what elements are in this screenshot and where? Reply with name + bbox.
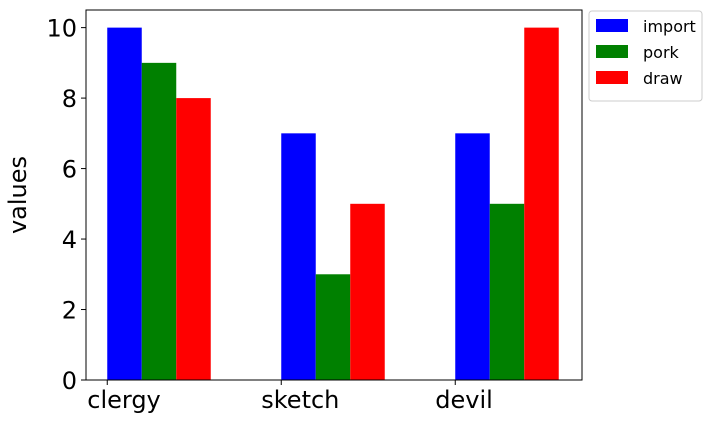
- x-tick-label-clergy: clergy: [87, 386, 161, 414]
- bar-pork-clergy: [141, 62, 177, 380]
- y-tick-label: 2: [62, 297, 77, 325]
- x-axis: clergy sketch devil: [87, 380, 493, 414]
- bar-draw-sketch: [350, 203, 385, 380]
- bar-import-devil: [455, 133, 490, 380]
- bar-pork-sketch: [315, 274, 351, 380]
- bar-import-sketch: [281, 133, 316, 380]
- legend-label-draw: draw: [643, 69, 683, 88]
- y-tick-label: 4: [62, 226, 77, 254]
- y-tick-label: 10: [46, 15, 77, 43]
- y-tick-label: 8: [62, 85, 77, 113]
- bars-group: [107, 27, 559, 380]
- legend-swatch-draw: [596, 71, 628, 84]
- bar-import-clergy: [107, 27, 142, 380]
- legend-swatch-pork: [596, 45, 628, 58]
- y-axis: 0 2 4 6 8 10: [46, 15, 86, 395]
- x-tick-label-devil: devil: [435, 386, 493, 414]
- legend-swatch-import: [596, 19, 628, 32]
- bar-pork-devil: [489, 203, 525, 380]
- y-tick-label: 0: [62, 367, 77, 395]
- bar-draw-devil: [524, 27, 559, 380]
- x-tick-label-sketch: sketch: [261, 386, 339, 414]
- plot-frame: [85, 9, 583, 381]
- y-axis-title: values: [4, 156, 32, 234]
- legend-label-pork: pork: [643, 43, 680, 62]
- bar-draw-clergy: [176, 98, 211, 380]
- y-tick-label: 6: [62, 156, 77, 184]
- legend: import pork draw: [588, 10, 703, 102]
- legend-label-import: import: [643, 17, 696, 36]
